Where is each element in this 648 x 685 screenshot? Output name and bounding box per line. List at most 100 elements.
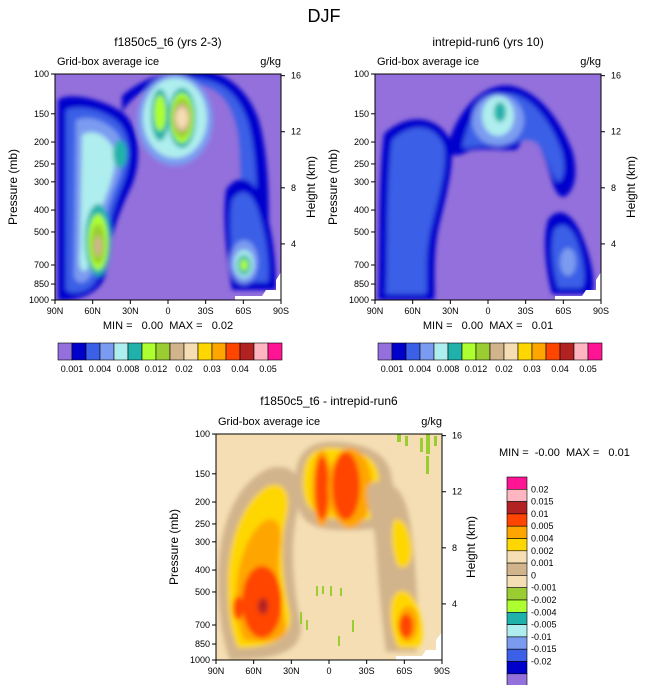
colorbar-swatch <box>559 342 575 361</box>
panel-3-ylabel: Pressure (mb) <box>167 509 181 585</box>
colorbar-swatch <box>211 342 227 361</box>
colorbar-swatch <box>531 342 547 361</box>
colorbar-swatch <box>506 476 528 490</box>
y-tick-label: 500 <box>354 227 369 237</box>
colorbar-label: -0.02 <box>531 657 552 667</box>
colorbar-label: 0.004 <box>409 364 432 374</box>
y-tick-label: 700 <box>354 260 369 270</box>
panel-2-colorbar: 0.001 0.004 0.008 0.012 0.02 0.03 0.04 0.05 <box>377 342 603 374</box>
y-tick-label: 150 <box>195 469 210 479</box>
colorbar-label: 0.03 <box>203 364 221 374</box>
panel-2-x-axis: 90N 60N 30N 0 30S 60S 90S <box>367 300 609 316</box>
colorbar-swatch <box>253 342 269 361</box>
colorbar-label: 0.008 <box>437 364 460 374</box>
colorbar-label: 0.001 <box>381 364 404 374</box>
colorbar-swatch <box>506 513 528 527</box>
colorbar-swatch <box>391 342 407 361</box>
panel-2-units: g/kg <box>580 56 601 68</box>
colorbar-label: 0.01 <box>531 509 549 519</box>
x-tick-label: 90N <box>47 306 64 316</box>
y-tick-label: 100 <box>195 429 210 439</box>
colorbar-swatch <box>267 342 283 361</box>
panel-2-subtitle: Grid-box average ice <box>377 56 479 68</box>
y2-tick-label: 12 <box>611 127 621 137</box>
colorbar-label: -0.001 <box>531 583 557 593</box>
colorbar-swatch <box>433 342 449 361</box>
colorbar-label: 0.015 <box>531 497 554 507</box>
colorbar-swatch <box>85 342 101 361</box>
panel-3-title: f1850c5_t6 - intrepid-run6 <box>260 394 398 408</box>
colorbar-swatch <box>461 342 477 361</box>
y-tick-label: 850 <box>34 279 49 289</box>
colorbar-swatch <box>506 488 528 502</box>
x-tick-label: 30N <box>122 306 139 316</box>
colorbar-swatch <box>573 342 589 361</box>
colorbar-swatch <box>239 342 255 361</box>
colorbar-label: 0.001 <box>61 364 84 374</box>
colorbar-swatch <box>506 501 528 515</box>
y2-tick-label: 16 <box>611 71 621 81</box>
colorbar-label: 0.05 <box>259 364 277 374</box>
colorbar-swatch <box>141 342 157 361</box>
x-tick-label: 30S <box>198 306 214 316</box>
colorbar-label: 0.04 <box>551 364 569 374</box>
panel-1-ylabel: Pressure (mb) <box>6 149 20 225</box>
y-tick-label: 300 <box>354 177 369 187</box>
colorbar-label: 0.002 <box>531 546 554 556</box>
x-tick-label: 90N <box>208 666 225 676</box>
colorbar-label: 0.05 <box>579 364 597 374</box>
colorbar-swatch <box>506 599 528 613</box>
colorbar-label: 0.004 <box>89 364 112 374</box>
x-tick-label: 90S <box>593 306 609 316</box>
panel-3-y2label: Height (km) <box>464 516 478 578</box>
panel-1-units: g/kg <box>260 56 281 68</box>
y-tick-label: 250 <box>354 159 369 169</box>
y-tick-label: 200 <box>354 137 369 147</box>
y-tick-label: 300 <box>195 537 210 547</box>
panel-3: f1850c5_t6 - intrepid-run6 Grid-box aver… <box>167 394 630 685</box>
colorbar-swatch <box>197 342 213 361</box>
y-tick-label: 400 <box>354 205 369 215</box>
y-tick-label: 700 <box>195 620 210 630</box>
panel-3-y-axis: 100 150 200 250 300 400 500 700 850 1000 <box>190 429 216 665</box>
panel-1-y-axis: 100 150 200 250 300 400 500 700 850 1000 <box>29 69 55 305</box>
colorbar-swatch <box>419 342 435 361</box>
y2-tick-label: 8 <box>291 183 296 193</box>
colorbar-label: -0.015 <box>531 644 557 654</box>
y2-tick-label: 12 <box>452 487 462 497</box>
panel-2-ylabel: Pressure (mb) <box>326 149 340 225</box>
panel-2-contour-field <box>375 74 601 300</box>
colorbar-swatch <box>127 342 143 361</box>
x-tick-label: 0 <box>485 306 490 316</box>
colorbar-swatch <box>587 342 603 361</box>
panel-1-minmax: MIN = 0.00 MAX = 0.02 <box>103 320 233 332</box>
colorbar-label: 0.001 <box>531 558 554 568</box>
colorbar-swatch <box>71 342 87 361</box>
x-tick-label: 60S <box>396 666 412 676</box>
colorbar-swatch <box>169 342 185 361</box>
colorbar-label: 0.02 <box>175 364 193 374</box>
colorbar-label: -0.01 <box>531 632 552 642</box>
panel-3-colorbar: 0.02 0.015 0.01 0.005 0.004 0.002 0.001 0 -0.001… <box>506 476 557 685</box>
x-tick-label: 90N <box>367 306 384 316</box>
x-tick-label: 60S <box>235 306 251 316</box>
panel-3-y2-axis: 16 12 8 4 <box>442 431 462 609</box>
panel-1-colorbar: 0.001 0.004 0.008 0.012 0.02 0.03 0.04 0.05 <box>57 342 283 374</box>
colorbar-swatch <box>545 342 561 361</box>
colorbar-swatch <box>155 342 171 361</box>
colorbar-label: 0.02 <box>495 364 513 374</box>
y-tick-label: 1000 <box>29 295 49 305</box>
y-tick-label: 250 <box>34 159 49 169</box>
x-tick-label: 0 <box>326 666 331 676</box>
x-tick-label: 30N <box>442 306 459 316</box>
colorbar-swatch <box>225 342 241 361</box>
panel-1-contour-field <box>55 74 281 300</box>
panel-2-y2-axis: 16 12 8 4 <box>601 71 621 249</box>
y-tick-label: 500 <box>34 227 49 237</box>
y2-tick-label: 4 <box>611 239 616 249</box>
x-tick-label: 60S <box>555 306 571 316</box>
colorbar-swatch <box>506 550 528 564</box>
colorbar-label: 0.008 <box>117 364 140 374</box>
y-tick-label: 1000 <box>349 295 369 305</box>
